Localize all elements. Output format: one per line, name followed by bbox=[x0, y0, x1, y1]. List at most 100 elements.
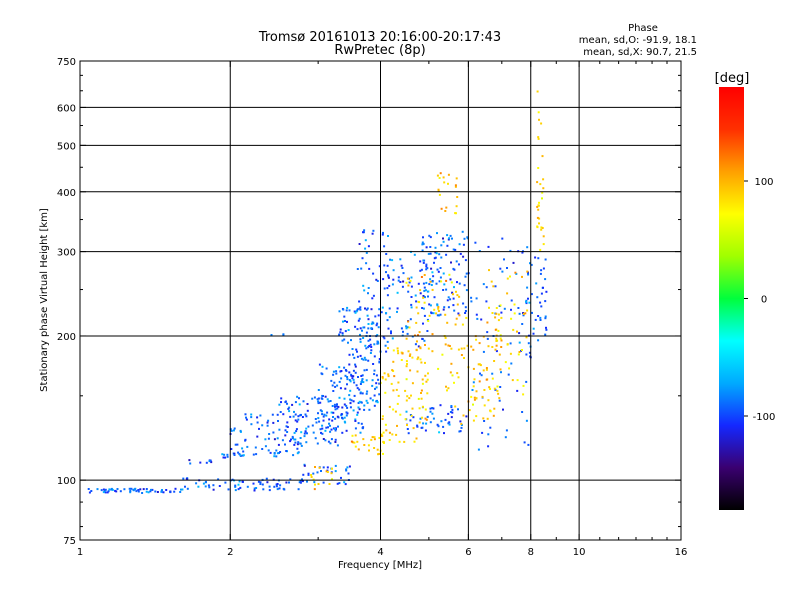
data-point-o bbox=[305, 427, 308, 430]
data-point-o bbox=[342, 308, 345, 311]
data-point-o bbox=[276, 452, 279, 455]
data-point-o bbox=[322, 438, 325, 440]
data-point-x bbox=[495, 312, 498, 315]
data-point-o bbox=[302, 473, 305, 476]
data-point-o bbox=[373, 394, 376, 397]
data-point-o bbox=[502, 408, 504, 411]
data-point-o bbox=[345, 414, 348, 417]
data-point-x bbox=[489, 388, 491, 390]
data-point-o bbox=[357, 406, 360, 409]
data-point-o bbox=[452, 297, 455, 300]
data-point-o bbox=[542, 267, 545, 270]
data-point-o bbox=[321, 424, 324, 427]
data-point-x bbox=[373, 438, 376, 441]
data-point-x bbox=[445, 279, 448, 282]
data-point-o bbox=[359, 327, 362, 330]
data-point-x bbox=[415, 437, 418, 440]
data-point-o bbox=[348, 379, 351, 381]
data-point-o bbox=[451, 411, 454, 414]
data-point-o bbox=[451, 408, 454, 411]
data-point-o bbox=[212, 484, 215, 487]
data-point-o bbox=[165, 489, 168, 491]
data-point-o bbox=[385, 271, 387, 274]
data-point-o bbox=[455, 260, 458, 263]
data-point-x bbox=[492, 285, 495, 288]
data-point-o bbox=[388, 307, 391, 310]
data-point-o bbox=[87, 488, 90, 490]
data-point-x bbox=[497, 329, 500, 332]
scatter-points bbox=[87, 90, 548, 494]
colorbar-label: [deg] bbox=[715, 71, 750, 86]
data-point-o bbox=[336, 407, 339, 410]
data-point-o bbox=[483, 420, 486, 422]
data-point-x bbox=[497, 319, 500, 322]
data-point-o bbox=[362, 358, 365, 361]
data-point-o bbox=[352, 409, 355, 412]
data-point-o bbox=[250, 416, 253, 419]
data-point-x bbox=[450, 362, 453, 365]
data-point-o bbox=[383, 245, 386, 248]
data-point-x bbox=[328, 483, 331, 485]
data-point-o bbox=[334, 405, 336, 408]
data-point-o bbox=[451, 237, 453, 240]
data-point-o bbox=[261, 448, 264, 450]
data-point-o bbox=[409, 318, 412, 321]
data-point-o bbox=[510, 362, 513, 365]
data-point-x bbox=[458, 314, 461, 317]
data-point-o bbox=[296, 452, 299, 455]
data-point-o bbox=[371, 321, 374, 324]
data-point-o bbox=[350, 374, 353, 377]
data-point-o bbox=[363, 408, 366, 411]
data-point-o bbox=[507, 373, 510, 376]
data-point-o bbox=[527, 443, 530, 446]
data-point-o bbox=[338, 396, 341, 399]
data-point-o bbox=[340, 377, 343, 380]
data-point-o bbox=[303, 432, 306, 435]
data-point-o bbox=[276, 413, 279, 416]
data-point-o bbox=[280, 401, 282, 404]
data-point-o bbox=[477, 448, 480, 451]
data-point-o bbox=[475, 297, 478, 300]
data-point-x bbox=[420, 392, 422, 394]
data-point-x bbox=[437, 189, 440, 192]
data-point-o bbox=[286, 402, 288, 405]
data-point-o bbox=[365, 399, 368, 402]
data-point-o bbox=[369, 338, 372, 341]
data-point-o bbox=[442, 240, 445, 243]
data-point-o bbox=[186, 487, 189, 490]
data-point-o bbox=[370, 349, 373, 352]
data-point-o bbox=[341, 416, 343, 419]
data-point-o bbox=[276, 488, 279, 491]
data-point-o bbox=[353, 356, 356, 359]
data-point-x bbox=[455, 317, 458, 320]
data-point-o bbox=[205, 461, 208, 464]
data-point-o bbox=[494, 285, 497, 288]
data-point-x bbox=[381, 376, 384, 378]
data-point-o bbox=[291, 435, 294, 438]
data-point-o bbox=[370, 322, 373, 325]
data-point-o bbox=[406, 428, 409, 430]
data-point-x bbox=[524, 312, 527, 315]
data-point-o bbox=[356, 328, 359, 331]
data-point-o bbox=[396, 291, 399, 294]
data-point-o bbox=[429, 410, 432, 413]
data-point-o bbox=[428, 303, 431, 306]
data-point-o bbox=[387, 327, 390, 330]
data-point-o bbox=[416, 425, 419, 428]
data-point-x bbox=[472, 385, 475, 388]
data-point-x bbox=[357, 448, 360, 451]
data-point-x bbox=[395, 433, 398, 436]
data-point-o bbox=[445, 253, 448, 256]
data-point-o bbox=[239, 454, 242, 457]
data-point-o bbox=[518, 312, 521, 315]
data-point-o bbox=[116, 488, 119, 490]
data-point-o bbox=[429, 236, 432, 239]
data-point-o bbox=[366, 401, 369, 404]
data-point-x bbox=[541, 227, 544, 229]
data-point-o bbox=[466, 237, 469, 240]
data-point-o bbox=[255, 453, 258, 456]
data-point-o bbox=[431, 271, 434, 274]
data-point-o bbox=[427, 252, 430, 255]
data-point-o bbox=[359, 306, 362, 309]
data-point-o bbox=[169, 491, 172, 494]
